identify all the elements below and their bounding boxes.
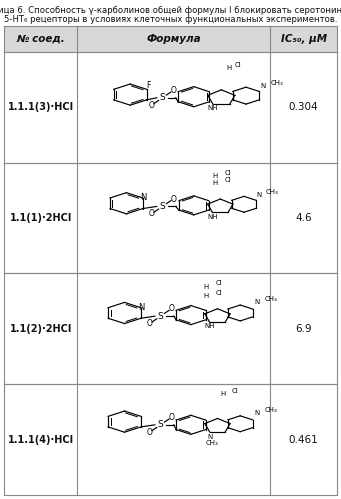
Text: O: O [171,195,177,204]
Text: O: O [148,210,154,219]
Text: 1.1.1(4)·HCl: 1.1.1(4)·HCl [8,435,74,445]
Text: N: N [138,303,144,312]
Text: H: H [212,180,217,186]
Text: CH₃: CH₃ [266,189,279,195]
Text: H: H [226,65,232,71]
Text: Таблица 6. Способность γ-карболинов общей формулы I блокировать серотониновые: Таблица 6. Способность γ-карболинов обще… [0,6,341,15]
Text: O: O [148,101,154,110]
Text: Cl: Cl [216,280,223,286]
Text: 0.304: 0.304 [289,102,318,112]
Text: Cl: Cl [235,62,242,68]
Text: CH₃: CH₃ [271,80,284,86]
Text: S: S [158,312,163,321]
Text: Cl: Cl [224,170,231,176]
Text: 0.461: 0.461 [289,435,318,445]
Text: N: N [256,192,262,198]
Text: № соед.: № соед. [16,34,65,44]
Text: NH: NH [204,323,215,329]
Text: O: O [146,428,152,437]
Text: 4.6: 4.6 [295,213,312,223]
Text: NH: NH [207,214,218,220]
Text: Cl: Cl [216,290,223,296]
Text: H: H [221,391,226,397]
Text: S: S [160,93,165,102]
Bar [4,26,337,52]
Text: H: H [204,283,209,289]
Text: 1.1.1(3)·HCl: 1.1.1(3)·HCl [8,102,74,112]
Text: 1.1(1)·2HCl: 1.1(1)·2HCl [10,213,72,223]
Text: CH₃: CH₃ [265,296,278,302]
Text: 6.9: 6.9 [295,324,312,334]
Text: N: N [261,83,266,89]
Text: NH: NH [208,105,218,111]
Text: S: S [158,420,163,429]
Text: N: N [255,299,260,305]
Bar [4,273,337,384]
Text: O: O [169,413,175,422]
Text: F: F [146,80,151,89]
Bar [4,384,337,495]
Text: Cl: Cl [231,388,238,394]
Text: H: H [212,173,217,179]
Text: 5-НТ₆ рецепторы в условиях клеточных функциональных экспериментов.: 5-НТ₆ рецепторы в условиях клеточных фун… [4,15,337,24]
Text: CH₃: CH₃ [264,407,277,413]
Text: S: S [160,202,165,211]
Text: N: N [140,194,146,203]
Text: O: O [169,304,175,313]
Text: N: N [255,410,260,416]
Bar [4,52,337,163]
Bar [4,163,337,273]
Text: H: H [204,293,209,299]
Text: 1.1(2)·2HCl: 1.1(2)·2HCl [10,324,72,334]
Text: Формула: Формула [147,34,201,44]
Text: CH₃: CH₃ [205,441,218,447]
Text: N: N [207,434,212,440]
Text: Cl: Cl [224,177,231,183]
Text: O: O [146,319,152,328]
Text: IC₅₀, μМ: IC₅₀, μМ [281,34,327,44]
Text: O: O [171,86,177,95]
